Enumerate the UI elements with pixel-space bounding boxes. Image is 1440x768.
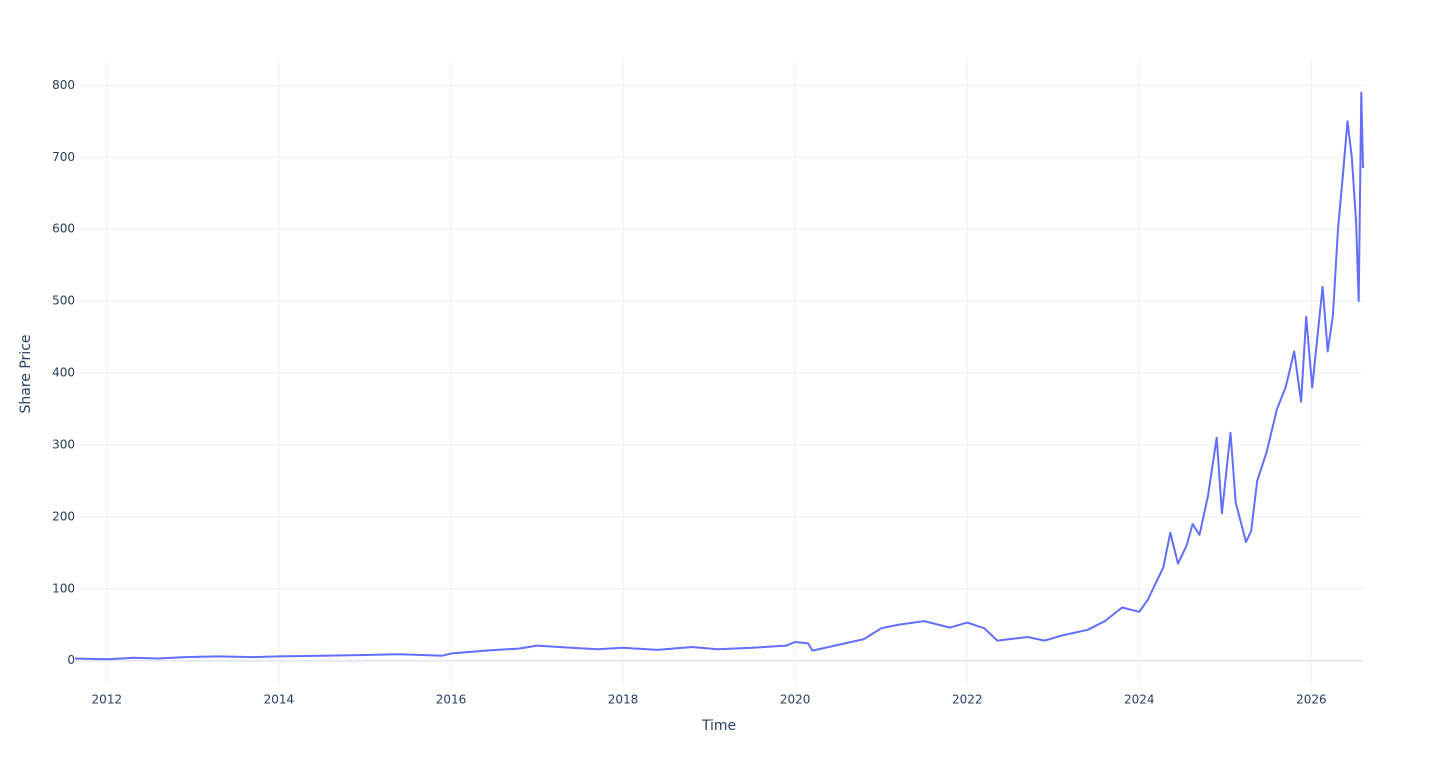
x-tick-label: 2012 bbox=[92, 693, 123, 707]
y-tick-label: 0 bbox=[67, 653, 75, 667]
y-tick-label: 800 bbox=[52, 78, 75, 92]
y-tick-label: 100 bbox=[52, 581, 75, 595]
x-tick-label: 2026 bbox=[1296, 693, 1327, 707]
y-tick-label: 600 bbox=[52, 222, 75, 236]
x-tick-label: 2016 bbox=[436, 693, 467, 707]
x-tick-label: 2022 bbox=[952, 693, 983, 707]
x-axis-title: Time bbox=[701, 718, 736, 734]
y-tick-label: 700 bbox=[52, 150, 75, 164]
y-axis-title: Share Price bbox=[18, 334, 34, 413]
y-tick-label: 200 bbox=[52, 509, 75, 523]
y-tick-label: 400 bbox=[52, 366, 75, 380]
x-tick-label: 2018 bbox=[608, 693, 639, 707]
y-tick-label: 500 bbox=[52, 294, 75, 308]
x-tick-label: 2020 bbox=[780, 693, 811, 707]
x-tick-label: 2024 bbox=[1124, 693, 1155, 707]
y-tick-label: 300 bbox=[52, 437, 75, 451]
x-tick-label: 2014 bbox=[264, 693, 295, 707]
price-line bbox=[74, 91, 1364, 661]
